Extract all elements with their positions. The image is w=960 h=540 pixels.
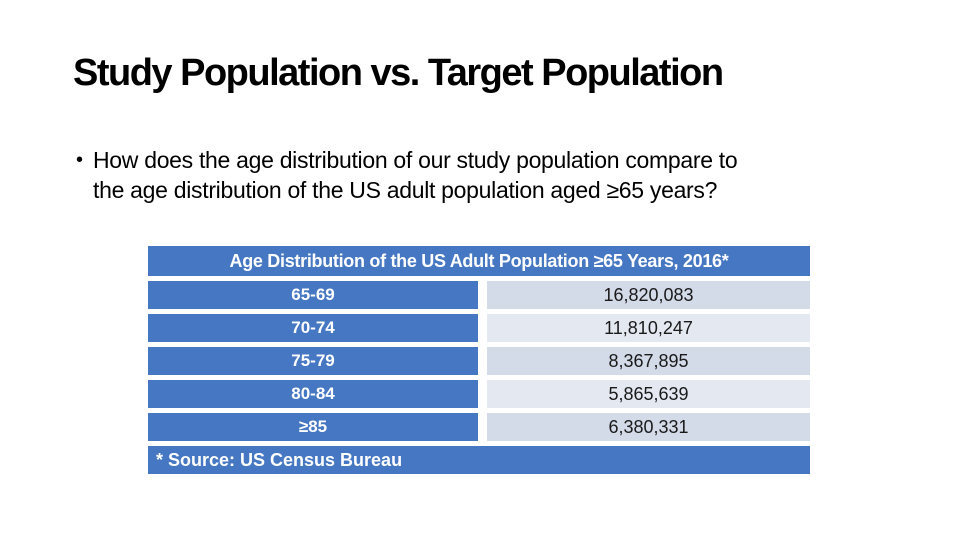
column-divider [478,413,487,441]
table-header: Age Distribution of the US Adult Populat… [148,246,810,276]
table-row: ≥85 6,380,331 [148,413,810,441]
age-group-cell: ≥85 [148,413,478,441]
column-divider [478,347,487,375]
table-row: 65-69 16,820,083 [148,281,810,309]
population-value-cell: 8,367,895 [487,347,810,375]
age-group-cell: 70-74 [148,314,478,342]
age-distribution-table: Age Distribution of the US Adult Populat… [148,246,810,474]
population-value-cell: 16,820,083 [487,281,810,309]
column-divider [478,281,487,309]
column-divider [478,380,487,408]
column-divider [478,314,487,342]
age-group-cell: 65-69 [148,281,478,309]
bullet-text: How does the age distribution of our stu… [93,145,876,205]
age-group-cell: 75-79 [148,347,478,375]
bullet-marker: • [76,149,83,171]
table-row: 70-74 11,810,247 [148,314,810,342]
age-group-cell: 80-84 [148,380,478,408]
slide-title: Study Population vs. Target Population [73,52,724,94]
bullet-line-2: the age distribution of the US adult pop… [93,177,718,203]
population-value-cell: 6,380,331 [487,413,810,441]
table-row: 75-79 8,367,895 [148,347,810,375]
table-row: 80-84 5,865,639 [148,380,810,408]
population-value-cell: 5,865,639 [487,380,810,408]
bullet-item: • How does the age distribution of our s… [76,145,876,205]
population-value-cell: 11,810,247 [487,314,810,342]
bullet-line-1: How does the age distribution of our stu… [93,147,738,173]
table-source-footer: * Source: US Census Bureau [148,446,810,474]
